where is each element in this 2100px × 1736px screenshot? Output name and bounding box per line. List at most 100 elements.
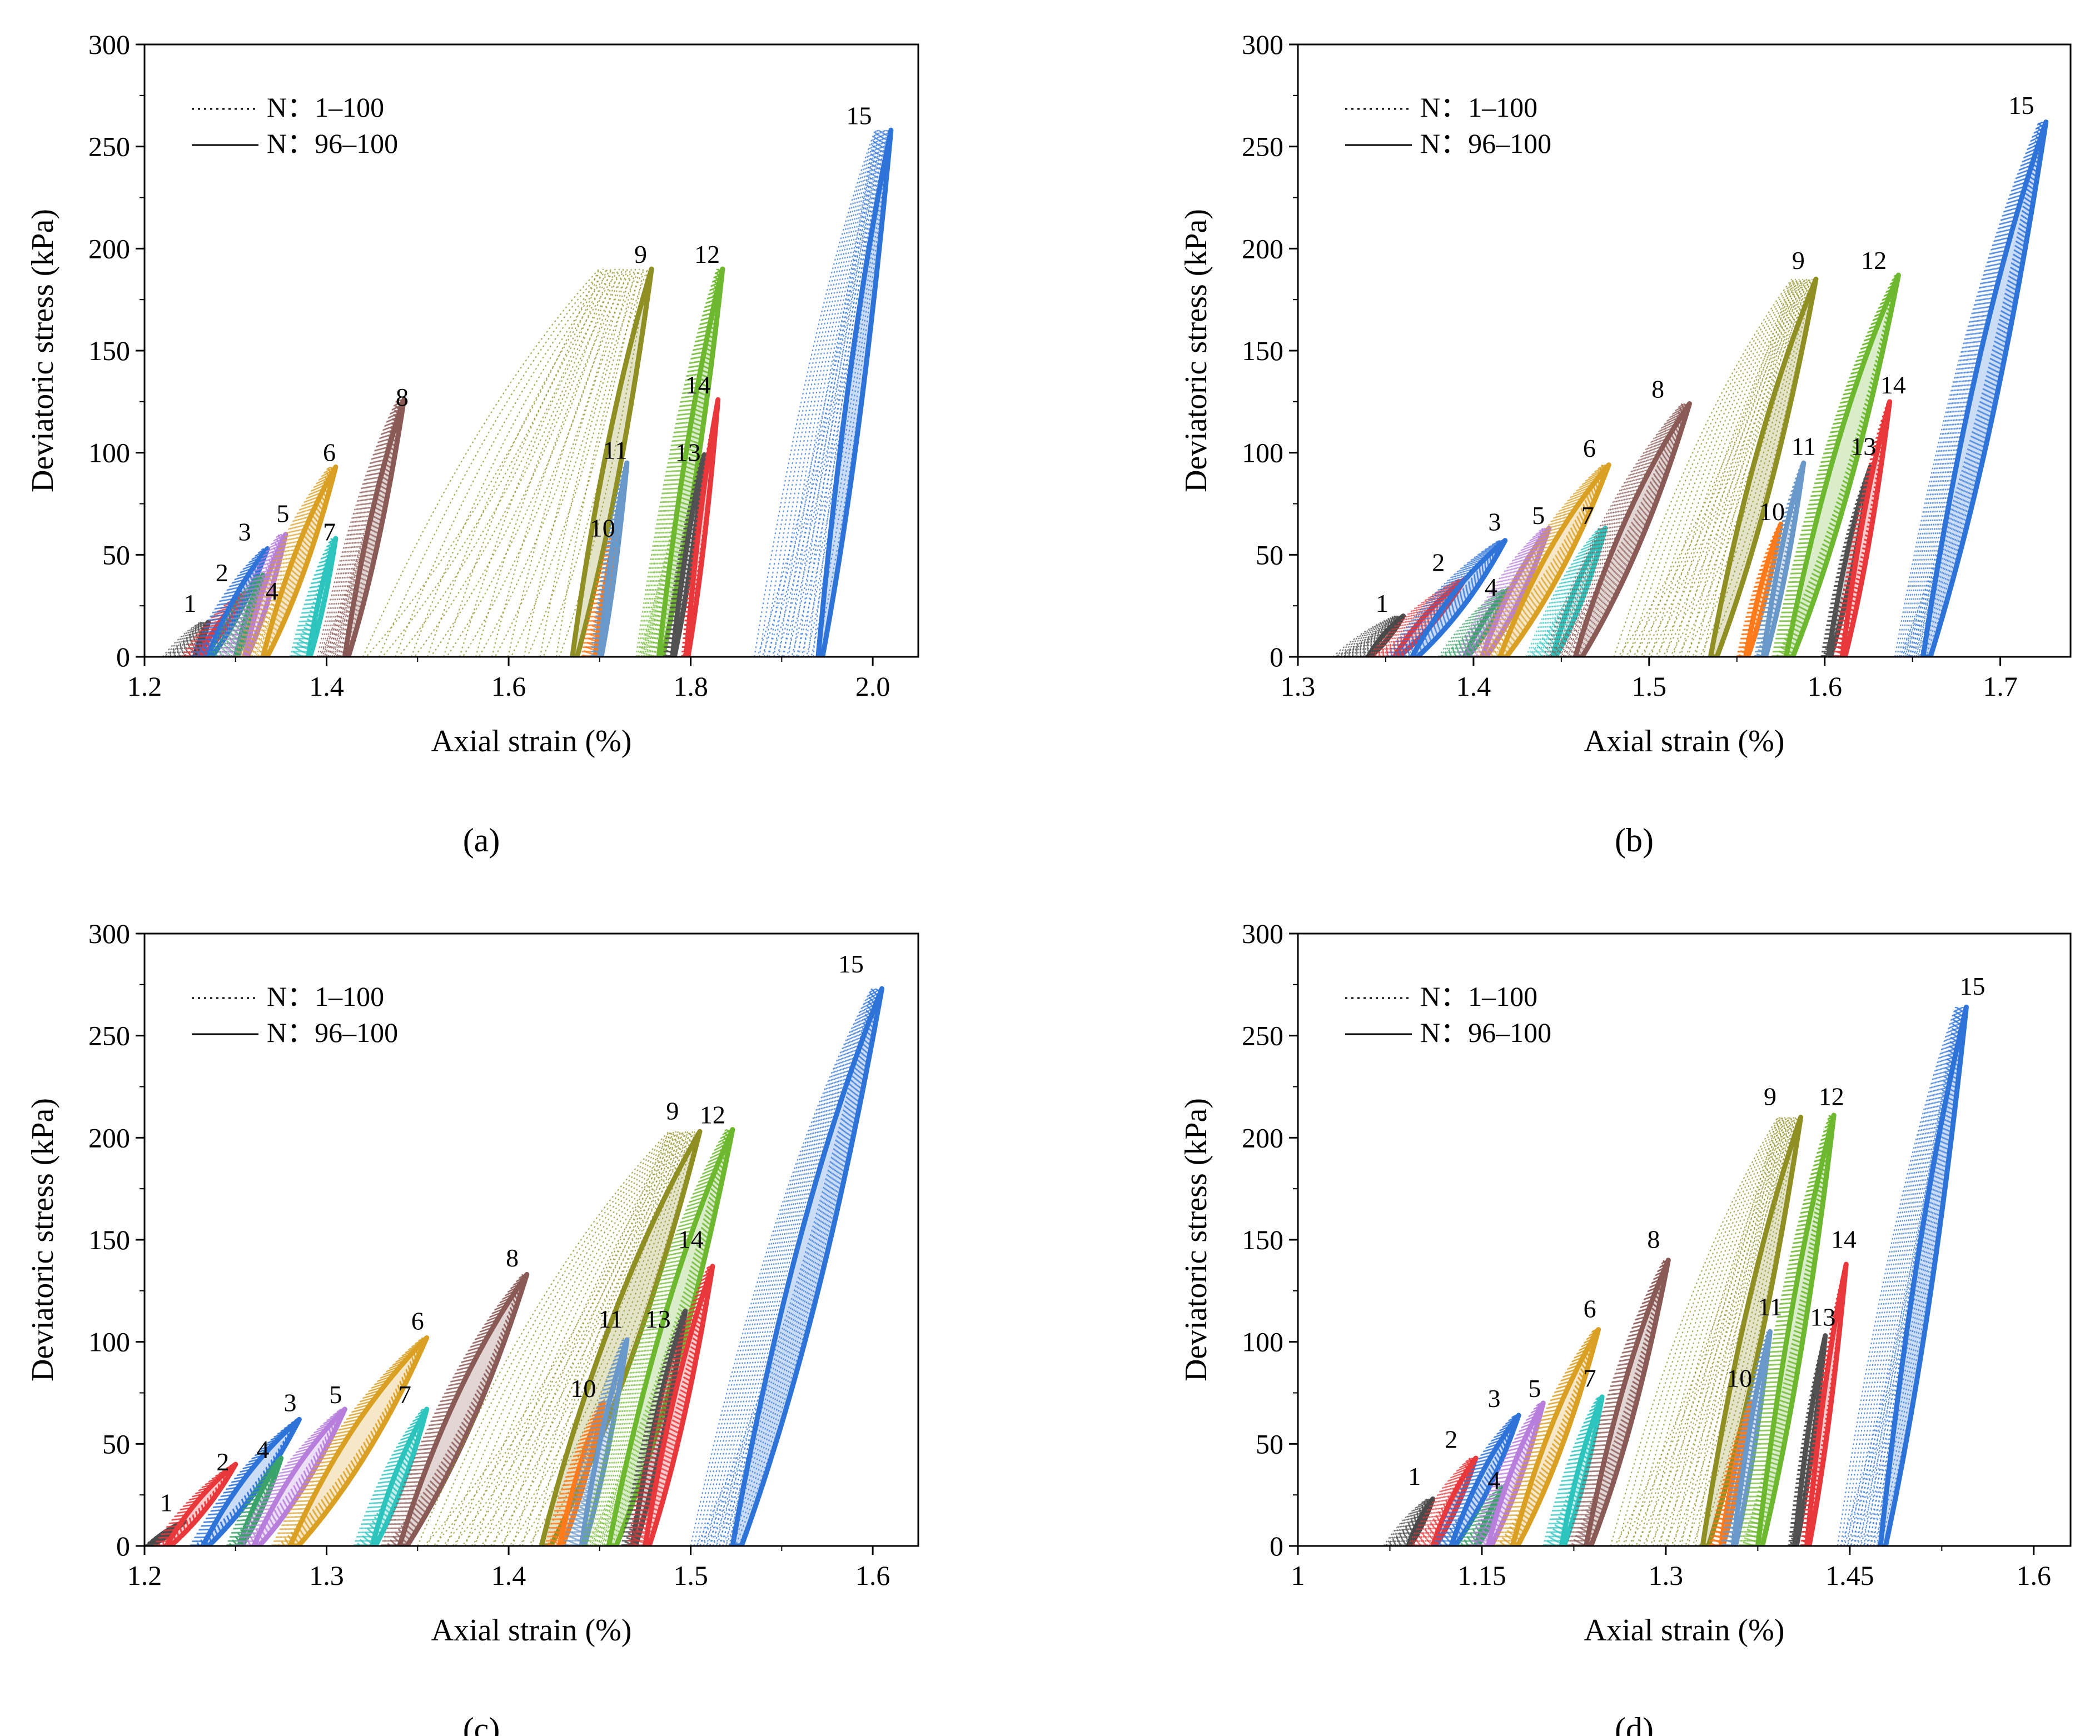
loop-number-label: 13 — [675, 438, 701, 466]
panel-label: (b) — [1615, 822, 1654, 859]
series-2-solid-loop — [163, 1461, 238, 1546]
series-8-solid-loop — [1572, 401, 1692, 657]
series-5-dotted-loop — [246, 1409, 344, 1546]
series-14-solid-loop — [1839, 399, 1893, 657]
loop-number-label: 12 — [694, 240, 720, 268]
series-6-dotted-loop — [1481, 464, 1605, 657]
series-15-dotted-loop — [1915, 122, 2045, 657]
loop-number-label: 8 — [506, 1244, 519, 1272]
series-3-solid-loop — [206, 546, 270, 657]
series-9-dotted-loop — [491, 268, 633, 657]
series-12 — [1771, 272, 1901, 657]
series-4-dotted-loop — [213, 575, 258, 657]
series-3 — [189, 1416, 302, 1546]
series-5-solid-loop — [251, 1406, 347, 1546]
series-13-solid-loop — [1792, 1333, 1828, 1546]
loop-number-label: 9 — [634, 240, 647, 268]
series-5-dotted-loop — [237, 1409, 342, 1546]
series-6-dotted-loop — [275, 1337, 424, 1546]
series-15-dotted-loop — [1863, 1006, 1963, 1546]
series-4 — [226, 1455, 284, 1546]
series-9-dotted-loop — [1680, 1117, 1797, 1546]
x-tick-label: 1.4 — [1456, 671, 1491, 702]
series-12-solid-loop — [656, 266, 725, 657]
series-7-dotted-loop — [363, 1409, 425, 1546]
x-tick-label: 1.3 — [309, 1560, 344, 1591]
loop-number-label: 12 — [1819, 1082, 1844, 1111]
series-3 — [1385, 538, 1508, 657]
loop-number-label: 6 — [1583, 434, 1596, 462]
series-12 — [635, 266, 725, 657]
series-7-dotted-loop — [1544, 527, 1604, 657]
x-tick-label: 1.7 — [1983, 671, 2018, 702]
series-7-dotted-loop — [1542, 1396, 1598, 1546]
x-tick-label: 1.8 — [673, 671, 708, 702]
x-axis-title: Axial strain (%) — [431, 724, 632, 759]
series-8-dotted-loop — [325, 399, 400, 657]
series-12-dotted-loop — [646, 268, 720, 657]
series-7 — [289, 536, 339, 657]
series-6-dotted-loop — [1499, 1329, 1596, 1546]
series-1-dotted-loop — [1357, 615, 1401, 657]
series-15-dotted-loop — [709, 988, 877, 1546]
series-15-solid-loop — [730, 986, 884, 1546]
series-9 — [1613, 276, 1819, 657]
series-1-dotted-loop — [1396, 1498, 1431, 1546]
series-12 — [580, 1127, 735, 1546]
y-tick-label: 250 — [1242, 1020, 1283, 1051]
loop-number-label: 5 — [1528, 1374, 1541, 1403]
loop-number-label: 3 — [238, 518, 251, 546]
series-6-solid-loop — [260, 464, 339, 657]
series-11 — [1754, 460, 1807, 657]
series-12-dotted-loop — [593, 1129, 730, 1546]
series-3-dotted-loop — [1393, 540, 1501, 657]
series-8-dotted-loop — [1574, 1260, 1666, 1546]
series-15-dotted-loop — [703, 988, 875, 1546]
y-tick-label: 250 — [88, 131, 130, 162]
series-15 — [1894, 119, 2049, 657]
x-axis-title: Axial strain (%) — [1584, 724, 1785, 759]
loop-number-label: 4 — [266, 577, 278, 605]
series-5-dotted-loop — [239, 1409, 342, 1546]
series-3-solid-loop — [1409, 538, 1508, 657]
series-8-dotted-loop — [1565, 403, 1688, 657]
y-tick-label: 300 — [1242, 918, 1283, 949]
series-10 — [1736, 521, 1784, 657]
series-8-dotted-loop — [386, 1274, 525, 1546]
series-7-dotted-loop — [1546, 1396, 1599, 1546]
series-15-dotted-loop — [1837, 1006, 1957, 1546]
series-15-dotted-loop — [808, 130, 889, 657]
loop-number-label: 13 — [645, 1305, 671, 1333]
series-15-dotted-loop — [690, 988, 872, 1546]
loop-number-label: 9 — [1792, 246, 1805, 275]
y-tick-label: 300 — [1242, 29, 1283, 60]
series-9-dotted-loop — [555, 268, 649, 657]
plot-area — [1332, 119, 2049, 657]
series-6-dotted-loop — [277, 1337, 425, 1546]
series-9-dotted-loop — [1659, 1117, 1791, 1546]
x-axis-title: Axial strain (%) — [1584, 1613, 1785, 1648]
series-11-dotted-loop — [575, 1339, 626, 1546]
series-12-dotted-loop — [648, 268, 721, 657]
series-3-solid-loop — [1449, 1413, 1521, 1546]
series-3-dotted-loop — [1434, 1415, 1515, 1546]
series-11 — [1720, 1329, 1773, 1546]
series-6-dotted-loop — [250, 466, 334, 657]
y-tick-label: 0 — [116, 1530, 130, 1562]
y-tick-label: 0 — [1270, 641, 1283, 672]
legend-solid-label: N：96–100 — [1420, 1017, 1551, 1048]
series-9-dotted-loop — [1665, 278, 1805, 657]
series-2-dotted-loop — [1422, 1458, 1474, 1546]
series-4-dotted-loop — [226, 1458, 278, 1546]
y-tick-label: 100 — [1242, 1326, 1283, 1358]
x-tick-label: 1.4 — [309, 671, 344, 702]
series-7-dotted-loop — [367, 1409, 426, 1546]
x-tick-label: 1.15 — [1457, 1560, 1506, 1591]
loop-number-label: 1 — [183, 589, 196, 617]
series-7-dotted-loop — [369, 1409, 427, 1546]
series-8 — [1567, 1258, 1671, 1546]
series-9-dotted-loop — [1658, 278, 1804, 657]
legend-dotted-label: N：1–100 — [1420, 92, 1537, 123]
series-15-dotted-loop — [763, 129, 878, 657]
